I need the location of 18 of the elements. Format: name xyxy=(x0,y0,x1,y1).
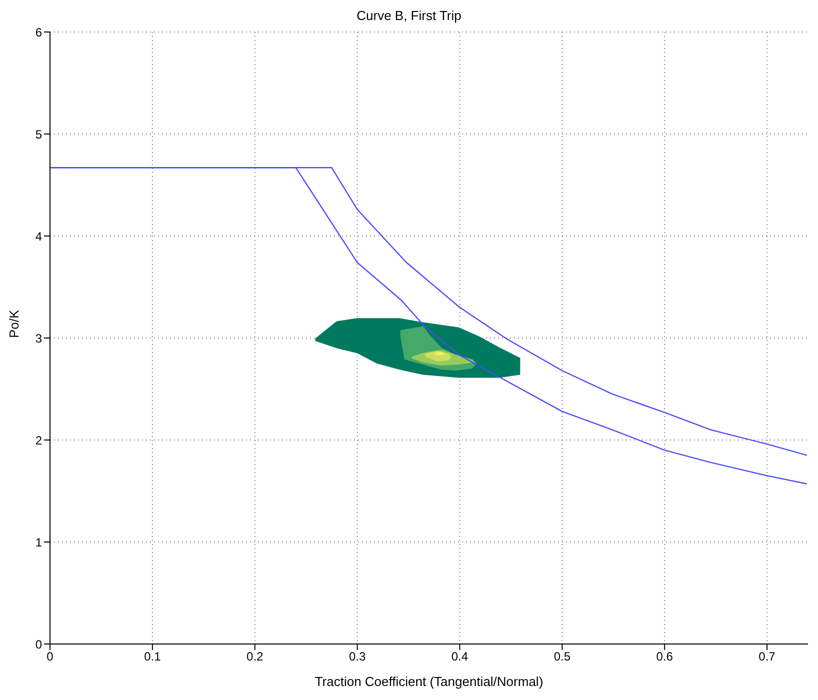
x-tick-label: 0.7 xyxy=(758,650,776,664)
y-axis-title: Po/K xyxy=(6,309,22,338)
y-tick-label: 2 xyxy=(35,433,42,448)
y-tick-label: 1 xyxy=(35,535,42,550)
x-tick-label: 0.5 xyxy=(554,650,571,664)
chart-title: Curve B, First Trip xyxy=(356,8,462,23)
x-axis-title: Traction Coefficient (Tangential/Normal) xyxy=(314,674,544,689)
x-tick-label: 0.1 xyxy=(144,650,162,664)
x-tick-label: 0 xyxy=(46,650,54,664)
y-tick-label: 0 xyxy=(35,637,42,652)
y-tick-label: 4 xyxy=(35,229,42,244)
y-tick-label: 5 xyxy=(35,127,42,142)
x-tick-label: 0.2 xyxy=(246,650,264,664)
y-tick-label: 3 xyxy=(35,331,42,346)
x-tick-label: 0.3 xyxy=(348,650,366,664)
y-tick-label: 6 xyxy=(35,25,42,40)
x-tick-label: 0.4 xyxy=(451,650,468,664)
x-tick-label: 0.6 xyxy=(656,650,674,664)
